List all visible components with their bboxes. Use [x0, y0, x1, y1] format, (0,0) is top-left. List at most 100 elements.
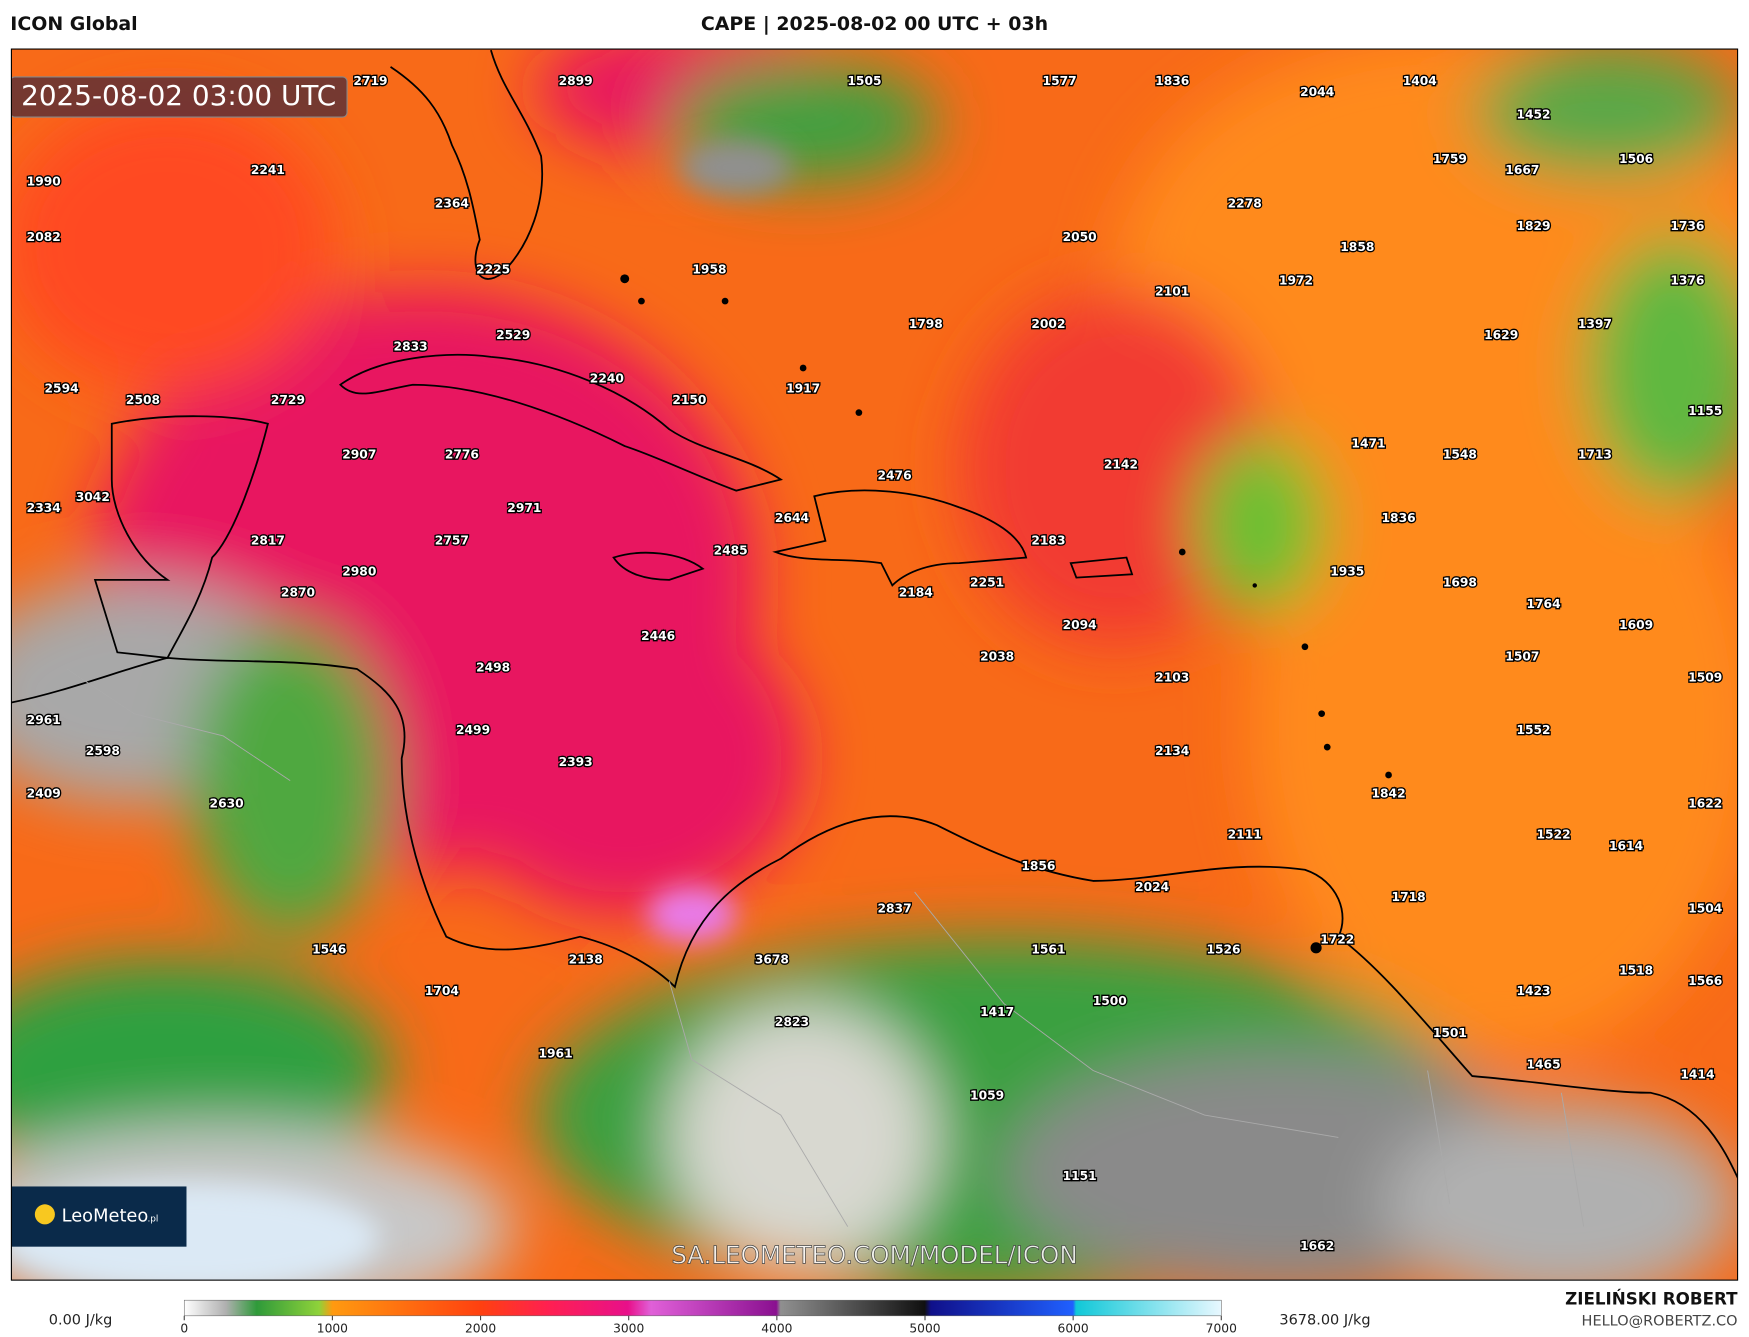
cape-value: 1504	[1688, 901, 1722, 915]
valid-time: 2025-08-02 03:00 UTC	[21, 79, 336, 112]
cape-value: 1505	[847, 74, 881, 88]
cape-value: 2002	[1031, 317, 1065, 331]
border	[66, 668, 1585, 1227]
time-box	[11, 76, 348, 118]
map-frame	[10, 48, 1739, 1281]
cape-value: 2241	[251, 163, 285, 177]
cape-value: 1842	[1372, 786, 1406, 800]
cape-value: 1151	[1063, 1169, 1097, 1183]
cape-value: 2529	[496, 328, 530, 342]
colorbar-tick-label: 4000	[761, 1322, 792, 1336]
cape-value: 1713	[1578, 447, 1612, 461]
model-name: ICON Global	[10, 13, 137, 35]
cape-value: 2630	[210, 796, 244, 810]
cape-value: 2499	[456, 723, 490, 737]
cape-value: 1155	[1688, 404, 1722, 418]
cape-value: 2980	[342, 565, 376, 579]
cape-value: 2134	[1155, 744, 1189, 758]
cape-value: 1722	[1320, 933, 1354, 947]
cape-value: 2817	[251, 533, 285, 547]
cape-value: 2757	[435, 533, 469, 547]
cape-value: 2142	[1104, 457, 1138, 471]
cape-value: 2833	[394, 339, 428, 353]
colorbar-tick-label: 3000	[613, 1322, 644, 1336]
author-email: HELLO@ROBERTZ.CO	[1582, 1313, 1738, 1329]
cape-value: 3678	[755, 953, 789, 967]
cape-value: 2870	[281, 586, 315, 600]
cape-value: 1917	[786, 382, 820, 396]
map: 2719 2899 1505 1577 1836 2044 1404 1452 1990 2241…	[11, 49, 1738, 1281]
cape-value: 1990	[27, 174, 61, 188]
cape-value: 1397	[1578, 317, 1612, 331]
colorbar-tick-label: 7000	[1206, 1322, 1237, 1336]
cape-value: 1507	[1505, 649, 1539, 663]
cape-value: 2334	[27, 501, 61, 515]
logo-name: LeoMeteo	[62, 1206, 149, 1227]
cape-value: 2644	[775, 511, 809, 525]
islands	[620, 274, 1392, 954]
cape-value: 2823	[775, 1015, 809, 1029]
cape-value: 2719	[353, 74, 387, 88]
cape-value: 1736	[1670, 219, 1704, 233]
cape-value: 2278	[1228, 197, 1262, 211]
colorbar-tick-label: 2000	[465, 1322, 496, 1336]
cape-value: 2225	[476, 262, 510, 276]
coastline	[93, 415, 269, 659]
cape-value: 1518	[1619, 964, 1653, 978]
author-name: ZIELIŃSKI ROBERT	[1565, 1289, 1738, 1309]
cape-value: 1829	[1516, 219, 1550, 233]
cape-value: 2498	[476, 660, 510, 674]
coastline	[1069, 556, 1134, 579]
cape-value: 1662	[1300, 1239, 1334, 1253]
cape-value: 1629	[1484, 328, 1518, 342]
cape-value: 2508	[126, 393, 160, 407]
cape-value: 2183	[1031, 533, 1065, 547]
cape-value: 1958	[692, 262, 726, 276]
cape-value: 1764	[1527, 597, 1561, 611]
cape-value: 2776	[445, 447, 479, 461]
colorbar	[183, 1299, 1222, 1317]
coastline	[11, 657, 1738, 1180]
cape-value: 2101	[1155, 285, 1189, 299]
cape-value: 1471	[1351, 436, 1385, 450]
cape-value: 2038	[980, 649, 1014, 663]
cape-value: 2138	[569, 953, 603, 967]
cape-value: 1614	[1609, 839, 1643, 853]
cape-value: 2094	[1063, 618, 1097, 632]
cape-value: 2050	[1063, 230, 1097, 244]
cape-value: 2961	[27, 713, 61, 727]
coastline	[338, 353, 784, 492]
cape-value: 2103	[1155, 670, 1189, 684]
logo-sun	[34, 1204, 55, 1225]
cape-value: 1704	[425, 984, 459, 998]
cape-value: 3042	[76, 490, 110, 504]
cape-value: 2446	[641, 629, 675, 643]
colorbar-min: 0.00 J/kg	[49, 1312, 113, 1328]
cape-value: 2240	[590, 372, 624, 386]
cape-value: 1526	[1206, 943, 1240, 957]
cape-value: 1500	[1093, 994, 1127, 1008]
cape-value: 1718	[1392, 890, 1426, 904]
colorbar-tick-label: 5000	[909, 1322, 940, 1336]
cape-value: 1059	[970, 1089, 1004, 1103]
cape-value: 2907	[342, 447, 376, 461]
cape-value: 1622	[1688, 796, 1722, 810]
cape-value: 2364	[435, 197, 469, 211]
logo-suffix: .pl	[147, 1214, 158, 1224]
cape-value: 2044	[1300, 85, 1334, 99]
cape-value: 2111	[1228, 828, 1262, 842]
cape-value: 1506	[1619, 152, 1653, 166]
cape-value: 1423	[1516, 984, 1550, 998]
cape-value: 2899	[559, 74, 593, 88]
colorbar-max: 3678.00 J/kg	[1279, 1312, 1370, 1328]
cape-value: 2594	[45, 382, 79, 396]
cape-value: 2971	[507, 501, 541, 515]
coastline	[612, 551, 705, 581]
cape-value: 1522	[1537, 828, 1571, 842]
value-labels: 2719 2899 1505 1577 1836 2044 1404 1452 1990 2241…	[25, 73, 1723, 1255]
cape-value: 1404	[1403, 74, 1437, 88]
cape-value: 2393	[559, 755, 593, 769]
cape-value: 2837	[878, 901, 912, 915]
cape-value: 1552	[1516, 723, 1550, 737]
cape-value: 1858	[1340, 240, 1374, 254]
